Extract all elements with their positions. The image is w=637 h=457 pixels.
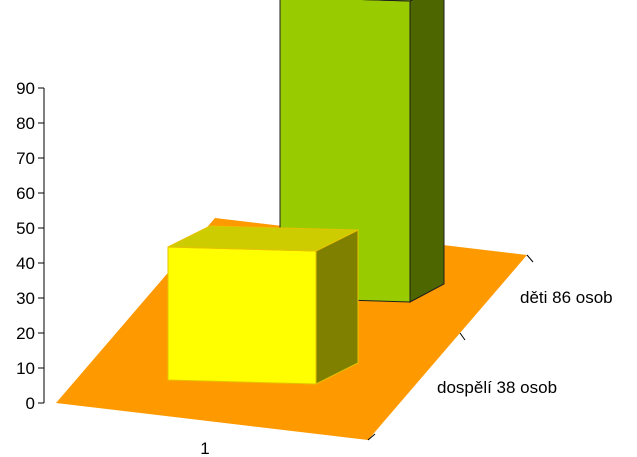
- bar-side-face: [409, 0, 445, 303]
- bar-adults: [167, 225, 359, 385]
- bar-top-face: [361, 0, 413, 2]
- bar-children: [279, 0, 445, 303]
- y-tick-label: 20: [16, 324, 35, 343]
- y-axis-ticks: 0 10 20 30 40 50 60 70 80 90: [16, 79, 44, 413]
- series-label-adults: dospělí 38 osob: [437, 378, 557, 397]
- bars: [167, 0, 445, 385]
- y-tick-label: 30: [16, 289, 35, 308]
- y-tick-label: 70: [16, 149, 35, 168]
- bar-top-face: [167, 225, 359, 252]
- y-axis: 0 10 20 30 40 50 60 70 80 90: [16, 79, 45, 413]
- y-tick-label: 50: [16, 219, 35, 238]
- x-category-label: 1: [200, 439, 209, 457]
- y-tick-label: 0: [26, 394, 35, 413]
- bar-side-face: [315, 229, 359, 385]
- x-axis-tick: [367, 433, 376, 441]
- y-tick-label: 90: [16, 79, 35, 98]
- series-label-children: děti 86 osob: [520, 288, 613, 307]
- y-tick-label: 10: [16, 359, 35, 378]
- depth-axis-tick: [459, 332, 466, 341]
- depth-axis-tick: [526, 254, 534, 263]
- y-tick-label: 60: [16, 184, 35, 203]
- y-tick-label: 40: [16, 254, 35, 273]
- bar-front-face: [167, 246, 317, 385]
- y-tick-label: 80: [16, 114, 35, 133]
